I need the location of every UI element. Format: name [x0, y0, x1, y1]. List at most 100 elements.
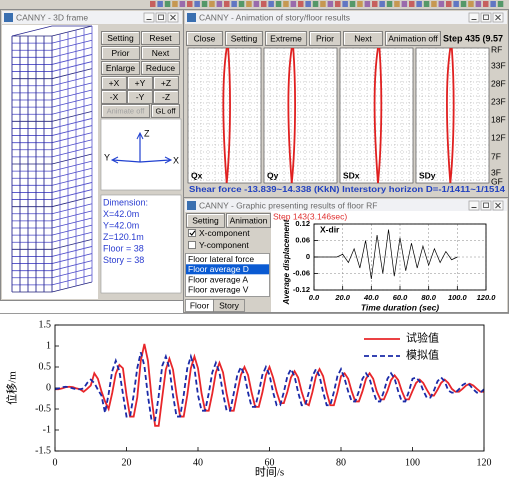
toolbar-icon[interactable] [283, 1, 289, 7]
toolbar-icon[interactable] [327, 1, 334, 7]
button[interactable] [141, 31, 180, 45]
toolbar-icon[interactable] [379, 1, 385, 7]
button-bevel[interactable] [266, 32, 306, 45]
toolbar-icon[interactable] [423, 1, 430, 7]
button-bevel[interactable] [154, 91, 178, 103]
button[interactable] [141, 46, 180, 60]
button[interactable] [225, 31, 263, 46]
window-control[interactable] [468, 12, 480, 23]
toolbar-icon[interactable] [312, 1, 319, 7]
toolbar-icon[interactable] [231, 1, 237, 7]
toolbar-icon[interactable] [150, 1, 156, 7]
button-label[interactable]: Animation off [388, 33, 438, 43]
button-bevel[interactable] [142, 47, 179, 59]
toolbar-icon[interactable] [179, 1, 186, 7]
toolbar-icon[interactable] [416, 1, 422, 7]
toolbar-icon[interactable] [394, 1, 400, 7]
button[interactable] [101, 90, 127, 104]
window-control[interactable] [480, 12, 492, 23]
button-bevel[interactable] [226, 32, 262, 45]
button-bevel[interactable] [142, 62, 179, 74]
button[interactable] [101, 31, 140, 45]
toolbar-icon[interactable] [187, 1, 193, 7]
button-label[interactable]: -Z [162, 92, 170, 102]
button[interactable] [265, 31, 307, 46]
button-bevel[interactable] [344, 32, 382, 45]
toolbar-icon[interactable] [275, 1, 282, 7]
button-label[interactable]: Setting [192, 215, 219, 225]
toolbar-icon[interactable] [409, 1, 415, 7]
toolbar-icon[interactable] [164, 1, 171, 7]
button-label[interactable]: Setting [231, 33, 258, 43]
button-label[interactable]: Animate off [107, 106, 146, 115]
button-label[interactable]: GL off [155, 106, 176, 115]
toolbar-icon[interactable] [386, 1, 393, 7]
button-label[interactable]: -X [110, 92, 119, 102]
button-bevel[interactable] [154, 77, 178, 89]
window-control[interactable] [155, 12, 167, 23]
button-label[interactable]: Close [194, 33, 216, 43]
button-bevel[interactable] [142, 32, 179, 44]
toolbar-icon[interactable] [490, 1, 496, 7]
toolbar-icon[interactable] [438, 1, 445, 7]
button-bevel[interactable] [102, 91, 126, 103]
toolbar-icon[interactable] [201, 1, 208, 7]
button[interactable] [153, 76, 179, 90]
button-label[interactable]: Animation [230, 215, 268, 225]
checkbox[interactable] [188, 241, 196, 249]
checkbox[interactable] [188, 229, 196, 237]
button-label[interactable]: Prior [316, 33, 334, 43]
toolbar-icon[interactable] [497, 1, 504, 7]
toolbar-icon[interactable] [401, 1, 408, 7]
checkbox-label[interactable]: X-component [199, 228, 250, 238]
button[interactable] [153, 90, 179, 104]
toolbar-icon[interactable] [446, 1, 452, 7]
button[interactable] [226, 213, 271, 228]
button-bevel[interactable] [102, 32, 139, 44]
list-selection[interactable] [186, 264, 269, 275]
button-bevel[interactable] [152, 105, 179, 117]
button[interactable] [309, 31, 341, 46]
toolbar-icon[interactable] [335, 1, 341, 7]
toolbar-icon[interactable] [216, 1, 223, 7]
button-bevel[interactable] [102, 62, 139, 74]
toolbar-icon[interactable] [157, 1, 163, 7]
toolbar-icon[interactable] [298, 1, 304, 7]
toolbar-icon[interactable] [468, 1, 474, 7]
toolbar-icon[interactable] [194, 1, 200, 7]
tab-label[interactable]: Floor [190, 300, 210, 310]
toolbar-icon[interactable] [224, 1, 230, 7]
toolbar-icon[interactable] [209, 1, 215, 7]
button-bevel[interactable] [128, 77, 152, 89]
button[interactable] [186, 31, 223, 46]
list-item[interactable]: Floor average A [188, 274, 248, 284]
button[interactable] [186, 213, 225, 228]
button-bevel[interactable] [102, 77, 126, 89]
toolbar-icon[interactable] [261, 1, 267, 7]
button[interactable] [151, 104, 180, 118]
toolbar-icon[interactable] [372, 1, 378, 7]
button-label[interactable]: Enlarge [106, 63, 136, 73]
toolbar-icon[interactable] [305, 1, 311, 7]
toolbar-icon[interactable] [453, 1, 459, 7]
button[interactable] [101, 104, 150, 118]
toolbar-icon[interactable] [483, 1, 489, 7]
button-bevel[interactable] [310, 32, 340, 45]
button-label[interactable]: -Y [136, 92, 145, 102]
button-label[interactable]: Prior [112, 48, 130, 58]
toolbar-icon[interactable] [364, 1, 371, 7]
button[interactable] [141, 61, 180, 75]
tab-label[interactable]: Story [219, 300, 240, 310]
button-bevel[interactable] [102, 47, 139, 59]
button[interactable] [343, 31, 383, 46]
toolbar-icon[interactable] [246, 1, 252, 7]
window-control[interactable] [143, 12, 155, 23]
toolbar-icon[interactable] [268, 1, 274, 7]
button-label[interactable]: +X [109, 78, 120, 88]
toolbar-icon[interactable] [431, 1, 437, 7]
button-bevel[interactable] [386, 32, 440, 45]
button-bevel[interactable] [128, 91, 152, 103]
button-bevel[interactable] [187, 214, 224, 227]
toolbar-icon[interactable] [349, 1, 356, 7]
button-bevel[interactable] [102, 105, 149, 117]
